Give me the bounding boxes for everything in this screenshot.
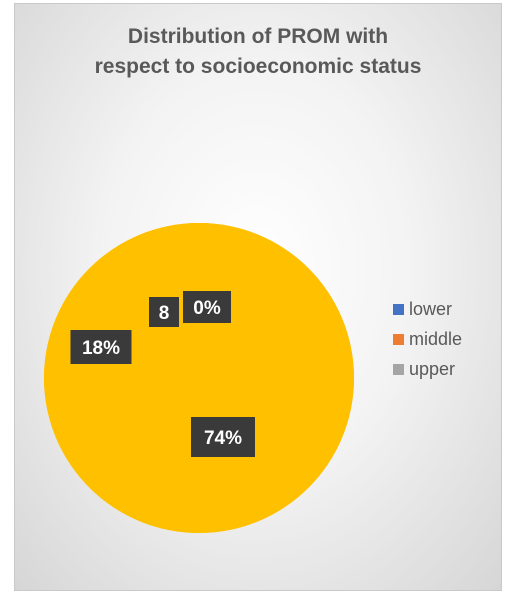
legend-label-upper: upper <box>409 358 456 379</box>
chart-title: Distribution of PROM with respect to soc… <box>15 22 501 82</box>
chart-title-line-1: Distribution of PROM with <box>127 25 389 48</box>
data-label-text: 8 <box>159 303 170 324</box>
legend-item-middle: middle <box>393 324 495 354</box>
legend-item-lower: lower <box>393 294 495 324</box>
data-label-text: 74% <box>204 428 242 449</box>
pie-slice-upper <box>199 242 354 388</box>
legend-swatch-upper <box>393 363 404 375</box>
legend: lower middle upper <box>393 294 495 414</box>
legend-label-middle: middle <box>409 328 463 349</box>
data-label-slice-3: 74% <box>191 417 255 457</box>
data-label-lower: 0% <box>183 291 231 323</box>
chart-title-line-2: respect to socioeconomic status <box>94 55 422 78</box>
data-label-text: 0% <box>193 298 221 319</box>
chart-area: Distribution of PROM with respect to soc… <box>14 3 502 591</box>
legend-swatch-middle <box>393 333 404 345</box>
data-label-box <box>191 417 255 457</box>
data-label-box <box>149 297 179 327</box>
legend-swatch-lower <box>393 303 404 315</box>
data-label-box <box>183 291 231 323</box>
pie-slice-middle <box>199 223 274 378</box>
data-labels: 0% 8 18% 74% <box>70 291 255 457</box>
legend-item-upper: upper <box>393 354 495 384</box>
data-label-text: 18% <box>82 338 120 359</box>
data-label-box <box>70 330 132 364</box>
data-label-middle: 8 <box>149 297 179 327</box>
data-label-upper: 18% <box>70 330 132 364</box>
pie-slices <box>43 223 354 533</box>
legend-label-lower: lower <box>409 298 453 319</box>
pie-chart: 0% 8 18% 74% <box>43 223 354 533</box>
pie-slice-slice-3 <box>43 223 354 533</box>
